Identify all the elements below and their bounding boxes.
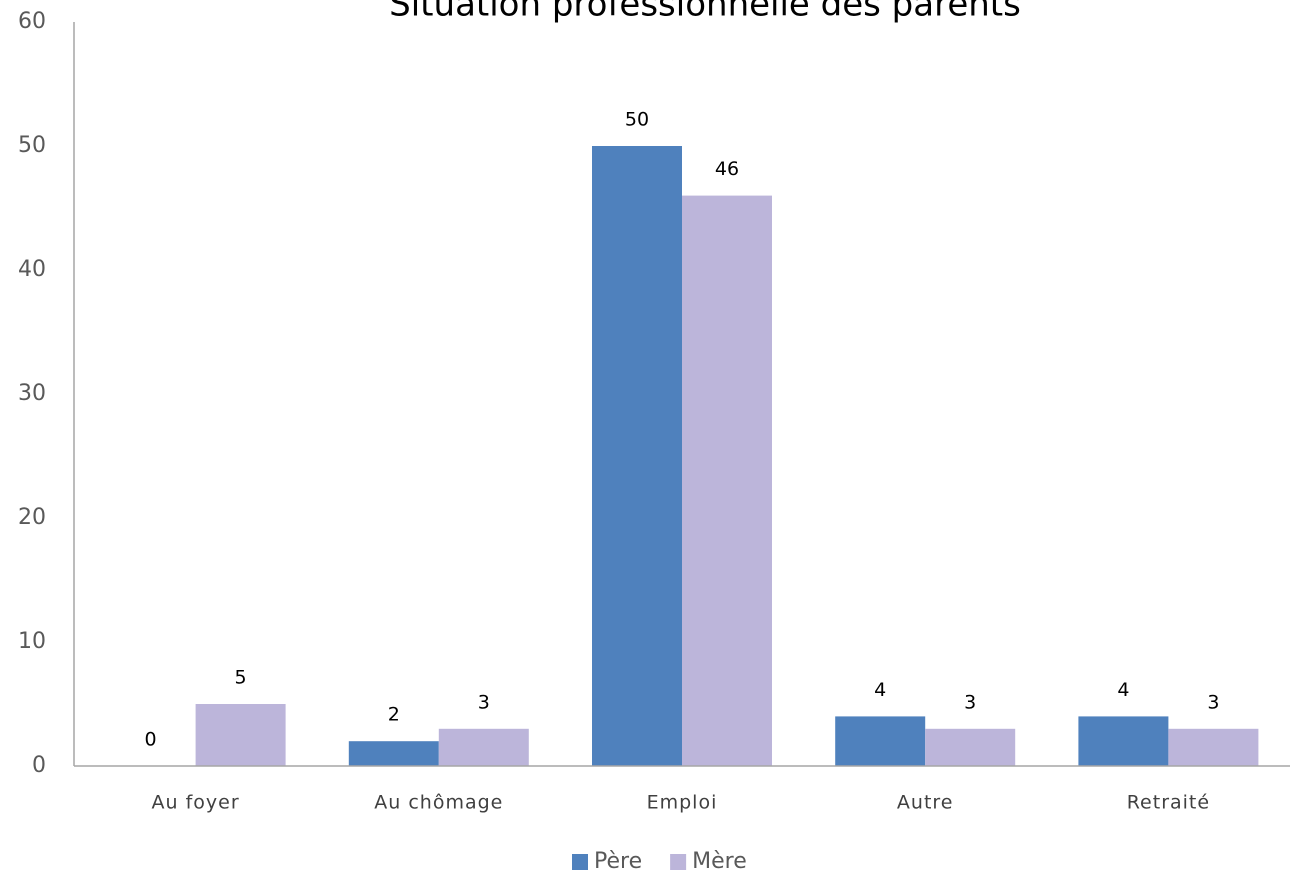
y-tick-label: 50 bbox=[18, 133, 46, 158]
data-label: 3 bbox=[964, 691, 976, 713]
legend-swatch bbox=[572, 854, 588, 870]
y-tick-label: 10 bbox=[18, 629, 46, 654]
data-label: 5 bbox=[235, 667, 247, 689]
bar bbox=[348, 741, 439, 766]
y-tick-label: 40 bbox=[18, 257, 46, 282]
data-label: 4 bbox=[1117, 679, 1129, 701]
data-label: 50 bbox=[625, 109, 649, 131]
data-label: 2 bbox=[388, 704, 400, 726]
bar bbox=[682, 195, 772, 767]
bar bbox=[195, 704, 286, 766]
legend-swatch bbox=[670, 854, 687, 870]
legend-label: Mère bbox=[692, 849, 747, 874]
data-label: 46 bbox=[715, 158, 739, 180]
bar bbox=[1078, 716, 1169, 766]
bar bbox=[1168, 728, 1259, 766]
data-label: 3 bbox=[478, 691, 490, 713]
x-tick-label: Retraité bbox=[1127, 792, 1210, 814]
legend-label: Père bbox=[594, 849, 642, 874]
bar bbox=[835, 716, 926, 766]
chart-title: Situation professionnelle des parents bbox=[389, 0, 1021, 25]
data-label: 3 bbox=[1207, 691, 1219, 713]
data-label: 4 bbox=[874, 679, 886, 701]
bar bbox=[438, 728, 529, 766]
y-tick-label: 60 bbox=[18, 9, 46, 34]
y-tick-label: 0 bbox=[32, 753, 46, 778]
x-tick-label: Emploi bbox=[647, 792, 718, 814]
bar bbox=[925, 728, 1016, 766]
data-label: 0 bbox=[145, 729, 157, 751]
y-tick-label: 20 bbox=[18, 505, 46, 530]
x-tick-label: Au foyer bbox=[152, 792, 240, 814]
bar bbox=[592, 146, 682, 766]
x-tick-label: Autre bbox=[897, 792, 954, 814]
x-tick-label: Au chômage bbox=[374, 792, 503, 814]
y-tick-label: 30 bbox=[18, 381, 46, 406]
